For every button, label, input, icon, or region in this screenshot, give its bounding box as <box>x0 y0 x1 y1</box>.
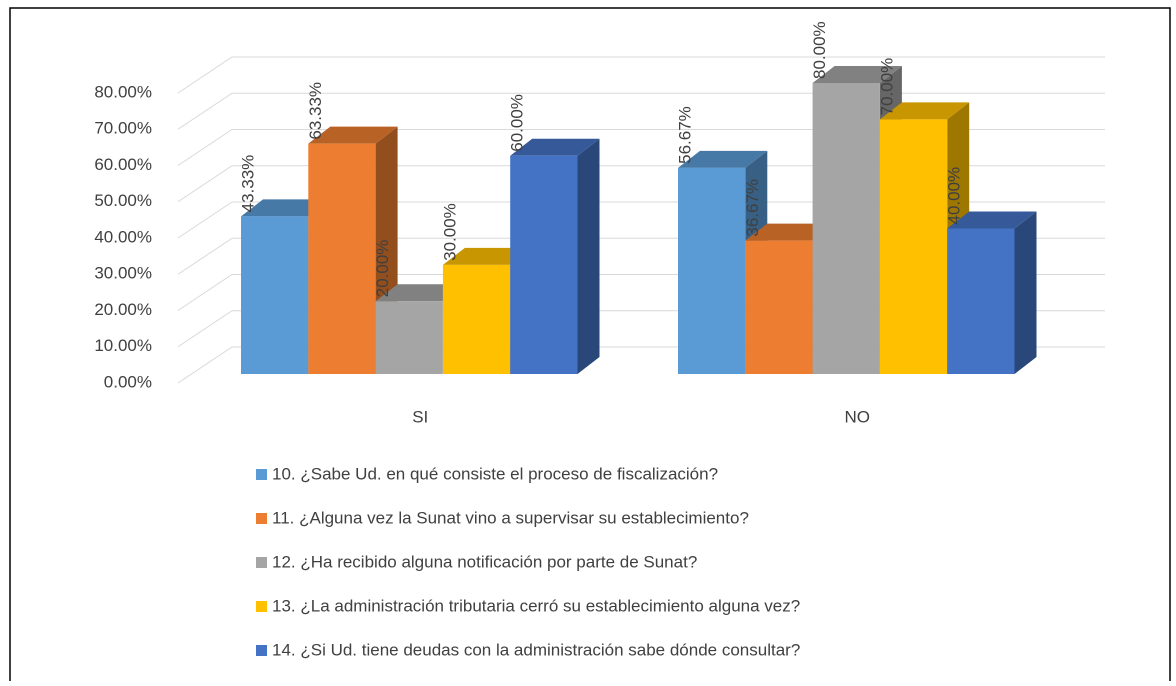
legend-swatch <box>256 557 267 568</box>
bar-top <box>510 138 600 156</box>
bar-top <box>879 102 970 120</box>
data-label: 20.00% <box>373 240 392 298</box>
y-tick-label: 20.00% <box>94 300 152 319</box>
data-label: 56.67% <box>675 106 694 164</box>
data-label: 43.33% <box>238 155 257 213</box>
bar <box>745 240 813 374</box>
data-label: 36.67% <box>743 179 762 237</box>
legend-label: 12. ¿Ha recibido alguna notificación por… <box>272 552 697 571</box>
data-label: 60.00% <box>508 94 527 152</box>
bar-top <box>745 223 835 241</box>
bar <box>375 301 443 374</box>
bar-top <box>812 66 902 83</box>
legend-label: 14. ¿Si Ud. tiene deudas con la administ… <box>272 640 800 659</box>
legend-label: 10. ¿Sabe Ud. en qué consiste el proceso… <box>272 464 718 483</box>
y-tick-label: 60.00% <box>94 155 152 174</box>
legend-swatch <box>256 601 267 612</box>
bar <box>678 167 746 374</box>
y-tick-label: 10.00% <box>94 336 152 355</box>
y-tick-label: 0.00% <box>104 372 152 391</box>
data-label: 70.00% <box>877 58 896 116</box>
legend-swatch <box>256 645 267 656</box>
y-tick-label: 50.00% <box>94 191 152 210</box>
y-tick-label: 30.00% <box>94 264 152 283</box>
bar-top <box>947 211 1037 229</box>
data-label: 30.00% <box>440 203 459 261</box>
legend-label: 11. ¿Alguna vez la Sunat vino a supervis… <box>272 508 749 527</box>
bar-side <box>577 138 600 374</box>
bar-top <box>241 199 331 217</box>
data-label: 80.00% <box>810 21 829 79</box>
bar-side <box>1014 211 1037 374</box>
bar-top <box>375 284 465 302</box>
data-label: 40.00% <box>945 167 964 225</box>
bar <box>442 264 511 374</box>
bar <box>510 155 578 374</box>
legend-label: 13. ¿La administración tributaria cerró … <box>272 596 800 615</box>
x-tick-label: SI <box>412 407 428 426</box>
y-tick-label: 70.00% <box>94 119 152 138</box>
bar <box>241 216 309 374</box>
bar-top <box>442 247 533 265</box>
bar-top <box>678 150 768 168</box>
bar <box>308 143 376 374</box>
legend-swatch <box>256 469 267 480</box>
bar <box>812 83 880 374</box>
legend-swatch <box>256 513 267 524</box>
x-tick-label: NO <box>845 407 871 426</box>
bar <box>947 228 1015 374</box>
bar <box>879 119 948 374</box>
data-label: 63.33% <box>306 82 325 140</box>
grid-line <box>177 56 1105 94</box>
bar-top <box>308 126 398 144</box>
y-tick-label: 40.00% <box>94 227 152 246</box>
y-tick-label: 80.00% <box>94 82 152 101</box>
chart-border <box>9 7 1171 681</box>
